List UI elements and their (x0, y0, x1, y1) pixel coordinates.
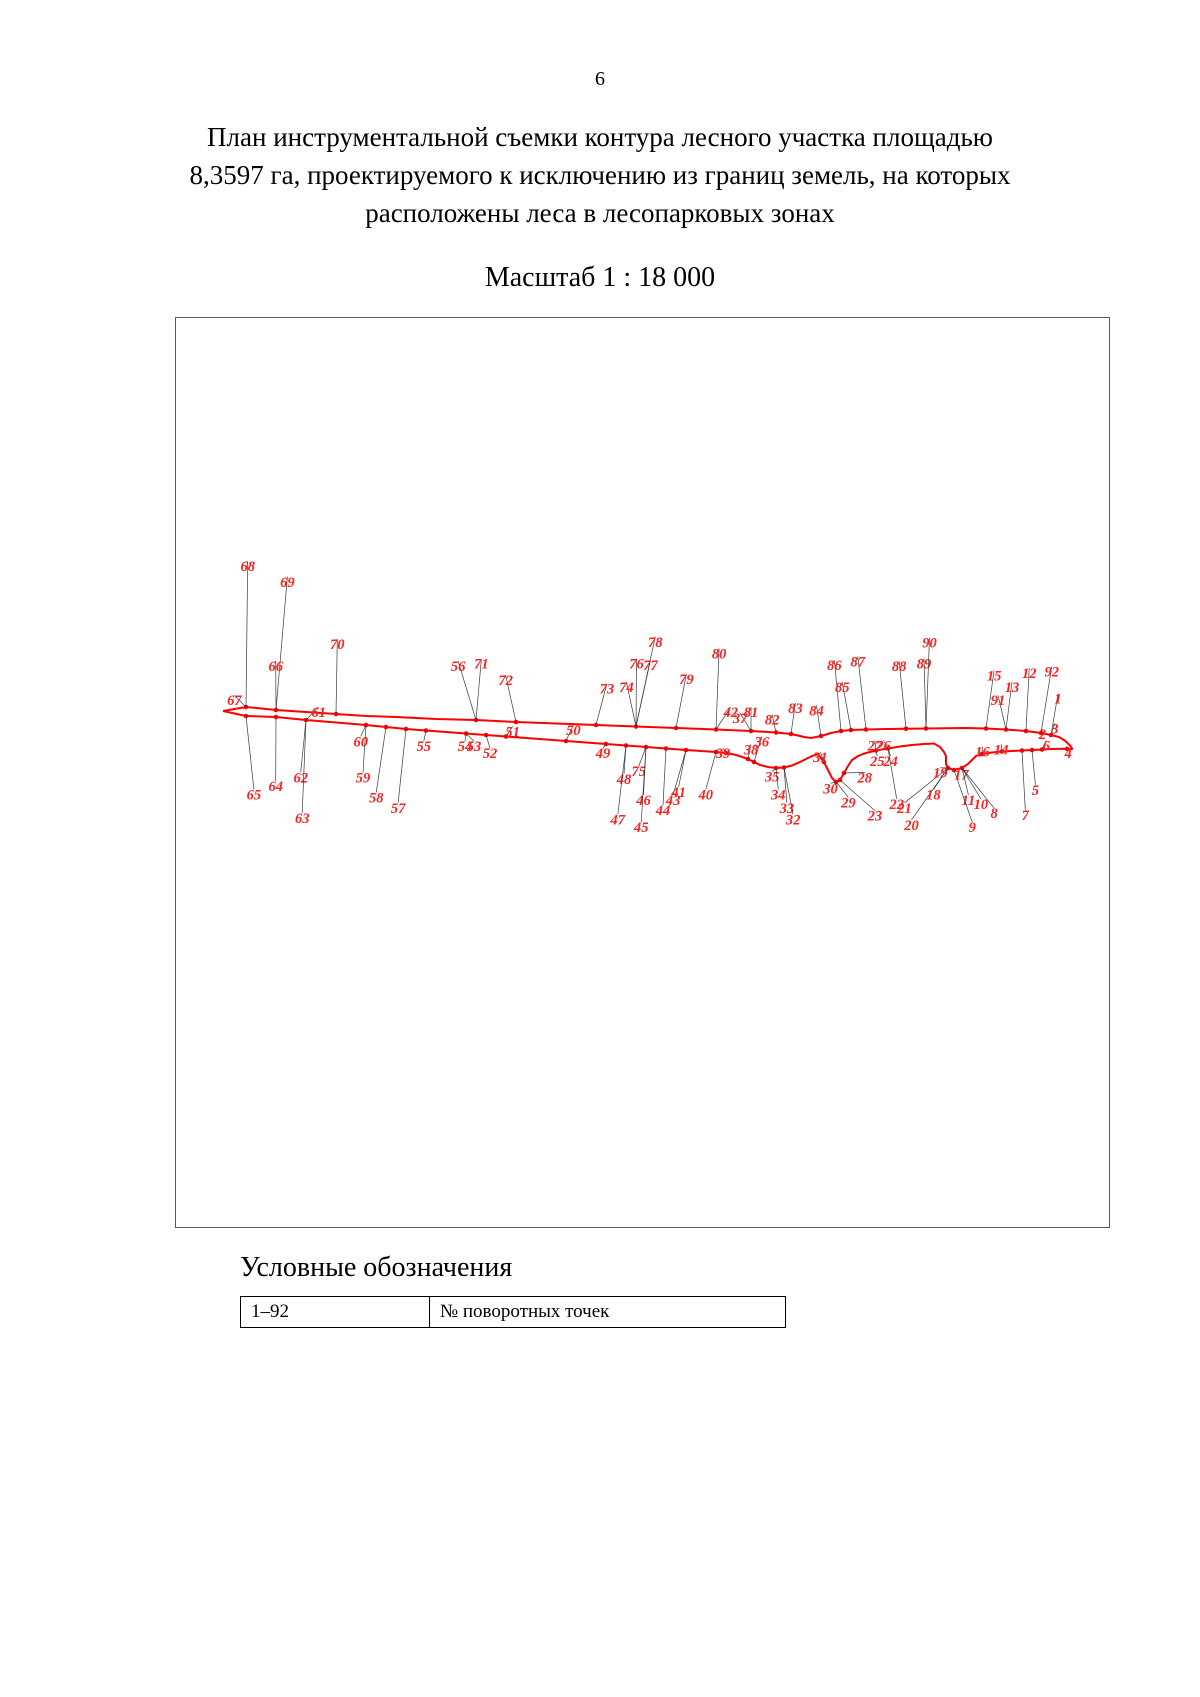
svg-text:55: 55 (417, 739, 432, 755)
svg-text:17: 17 (954, 767, 969, 783)
svg-text:4: 4 (1063, 746, 1071, 762)
svg-text:74: 74 (619, 680, 634, 696)
svg-text:65: 65 (247, 788, 262, 804)
svg-text:18: 18 (926, 788, 941, 804)
svg-text:50: 50 (566, 723, 581, 739)
svg-text:78: 78 (648, 635, 663, 651)
svg-text:88: 88 (892, 659, 907, 675)
svg-text:91: 91 (991, 693, 1006, 709)
svg-text:82: 82 (765, 713, 780, 729)
svg-text:83: 83 (788, 701, 803, 717)
svg-text:28: 28 (857, 770, 873, 786)
svg-text:16: 16 (975, 745, 990, 761)
svg-text:72: 72 (498, 673, 512, 689)
svg-text:46: 46 (635, 793, 651, 809)
svg-text:45: 45 (633, 820, 649, 836)
svg-text:60: 60 (353, 735, 368, 751)
svg-text:5: 5 (1032, 783, 1039, 799)
svg-text:43: 43 (665, 793, 681, 809)
svg-text:32: 32 (785, 813, 801, 829)
svg-text:68: 68 (240, 559, 255, 575)
svg-text:51: 51 (505, 724, 519, 740)
svg-text:31: 31 (812, 750, 828, 766)
svg-text:9: 9 (969, 820, 976, 836)
svg-text:13: 13 (1005, 680, 1020, 696)
svg-text:3: 3 (1050, 721, 1058, 737)
svg-text:63: 63 (295, 811, 310, 827)
svg-text:29: 29 (840, 795, 856, 811)
svg-text:6: 6 (1043, 738, 1051, 754)
svg-text:21: 21 (896, 801, 912, 817)
svg-text:85: 85 (835, 680, 850, 696)
svg-text:23: 23 (867, 809, 883, 825)
svg-text:56: 56 (451, 659, 466, 675)
svg-text:12: 12 (1022, 666, 1036, 682)
svg-text:92: 92 (1045, 664, 1060, 680)
svg-text:64: 64 (268, 779, 283, 795)
svg-text:61: 61 (311, 705, 326, 721)
svg-text:10: 10 (974, 797, 989, 813)
svg-text:66: 66 (268, 659, 283, 675)
svg-text:40: 40 (698, 788, 714, 804)
svg-text:57: 57 (391, 801, 406, 817)
svg-text:79: 79 (679, 672, 694, 688)
svg-text:84: 84 (809, 703, 824, 719)
svg-text:14: 14 (994, 742, 1009, 758)
svg-text:77: 77 (643, 658, 658, 674)
svg-text:86: 86 (827, 658, 842, 674)
svg-text:87: 87 (851, 654, 866, 670)
svg-text:62: 62 (293, 770, 308, 786)
svg-text:70: 70 (330, 637, 345, 653)
svg-text:1: 1 (1054, 692, 1061, 708)
svg-text:89: 89 (917, 657, 932, 673)
svg-text:25: 25 (869, 754, 885, 770)
svg-text:76: 76 (629, 657, 644, 673)
svg-text:73: 73 (600, 682, 615, 698)
svg-text:39: 39 (715, 746, 731, 762)
svg-text:7: 7 (1022, 808, 1030, 824)
svg-text:90: 90 (922, 636, 937, 652)
svg-text:20: 20 (903, 818, 919, 834)
svg-text:30: 30 (822, 781, 838, 797)
svg-text:52: 52 (483, 746, 498, 762)
svg-text:81: 81 (744, 705, 759, 721)
svg-text:80: 80 (712, 647, 727, 663)
svg-text:69: 69 (280, 575, 295, 591)
svg-text:48: 48 (616, 772, 632, 788)
svg-text:58: 58 (369, 791, 384, 807)
svg-text:59: 59 (356, 770, 371, 786)
svg-text:15: 15 (987, 668, 1002, 684)
svg-text:53: 53 (467, 739, 482, 755)
svg-text:8: 8 (990, 806, 998, 822)
svg-text:47: 47 (610, 813, 626, 829)
svg-text:71: 71 (474, 657, 489, 673)
svg-text:36: 36 (754, 735, 770, 751)
svg-text:49: 49 (595, 746, 611, 762)
svg-text:67: 67 (227, 693, 242, 709)
